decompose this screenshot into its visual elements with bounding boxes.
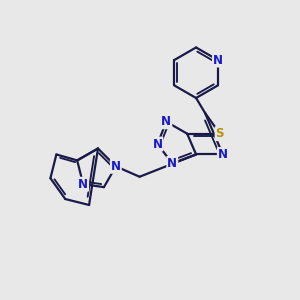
Text: N: N: [213, 54, 223, 67]
Text: N: N: [152, 138, 162, 151]
Text: N: N: [167, 157, 177, 170]
Text: N: N: [111, 160, 121, 173]
Text: N: N: [161, 115, 171, 128]
Text: N: N: [78, 178, 88, 191]
Text: N: N: [218, 148, 228, 161]
Text: S: S: [216, 127, 224, 140]
